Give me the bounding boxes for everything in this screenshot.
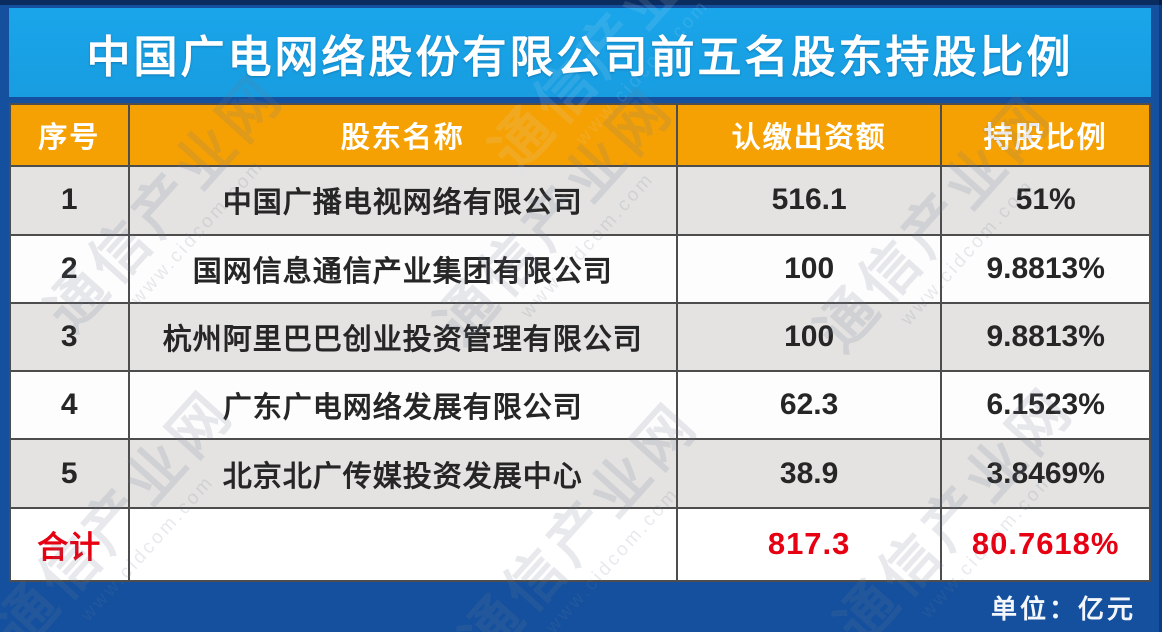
header-subscribed-capital: 认缴出资额	[675, 102, 943, 168]
cell-amount: 100	[675, 301, 943, 373]
cell-seq: 2	[9, 233, 130, 304]
cell-ratio: 6.1523%	[940, 370, 1151, 441]
cell-total-name-empty	[127, 506, 678, 583]
table-row: 3 杭州阿里巴巴创业投资管理有限公司 100 9.8813%	[9, 301, 1151, 373]
shareholder-table-container: 序号 股东名称 认缴出资额 持股比例 1 中国广播电视网络有限公司 516.1 …	[9, 102, 1151, 583]
page-title: 中国广电网络股份有限公司前五名股东持股比例	[86, 32, 1074, 82]
header-share-ratio: 持股比例	[940, 102, 1151, 168]
cell-total-ratio: 80.7618%	[940, 506, 1151, 583]
cell-amount: 38.9	[675, 438, 943, 509]
cell-shareholder-name: 杭州阿里巴巴创业投资管理有限公司	[127, 301, 678, 373]
cell-total-label: 合计	[9, 506, 130, 583]
cell-seq: 4	[9, 370, 130, 441]
table-row: 5 北京北广传媒投资发展中心 38.9 3.8469%	[9, 438, 1151, 509]
cell-amount: 516.1	[675, 165, 943, 236]
cell-ratio: 51%	[940, 165, 1151, 236]
unit-note: 单位：亿元	[990, 595, 1136, 624]
title-banner: 中国广电网络股份有限公司前五名股东持股比例	[9, 8, 1151, 97]
cell-shareholder-name: 国网信息通信产业集团有限公司	[127, 233, 678, 304]
cell-seq: 1	[9, 165, 130, 236]
table-row: 2 国网信息通信产业集团有限公司 100 9.8813%	[9, 233, 1151, 304]
table-header-row: 序号 股东名称 认缴出资额 持股比例	[9, 102, 1151, 168]
table-row: 1 中国广播电视网络有限公司 516.1 51%	[9, 165, 1151, 236]
table-row: 4 广东广电网络发展有限公司 62.3 6.1523%	[9, 370, 1151, 441]
cell-amount: 62.3	[675, 370, 943, 441]
cell-shareholder-name: 中国广播电视网络有限公司	[127, 165, 678, 236]
cell-ratio: 9.8813%	[940, 233, 1151, 304]
shareholder-table: 序号 股东名称 认缴出资额 持股比例 1 中国广播电视网络有限公司 516.1 …	[9, 102, 1151, 583]
cell-ratio: 9.8813%	[940, 301, 1151, 373]
cell-shareholder-name: 广东广电网络发展有限公司	[127, 370, 678, 441]
cell-ratio: 3.8469%	[940, 438, 1151, 509]
cell-shareholder-name: 北京北广传媒投资发展中心	[127, 438, 678, 509]
cell-amount: 100	[675, 233, 943, 304]
table-total-row: 合计 817.3 80.7618%	[9, 506, 1151, 583]
header-shareholder-name: 股东名称	[127, 102, 678, 168]
header-seq: 序号	[9, 102, 130, 168]
cell-seq: 5	[9, 438, 130, 509]
cell-total-amount: 817.3	[675, 506, 943, 583]
cell-seq: 3	[9, 301, 130, 373]
